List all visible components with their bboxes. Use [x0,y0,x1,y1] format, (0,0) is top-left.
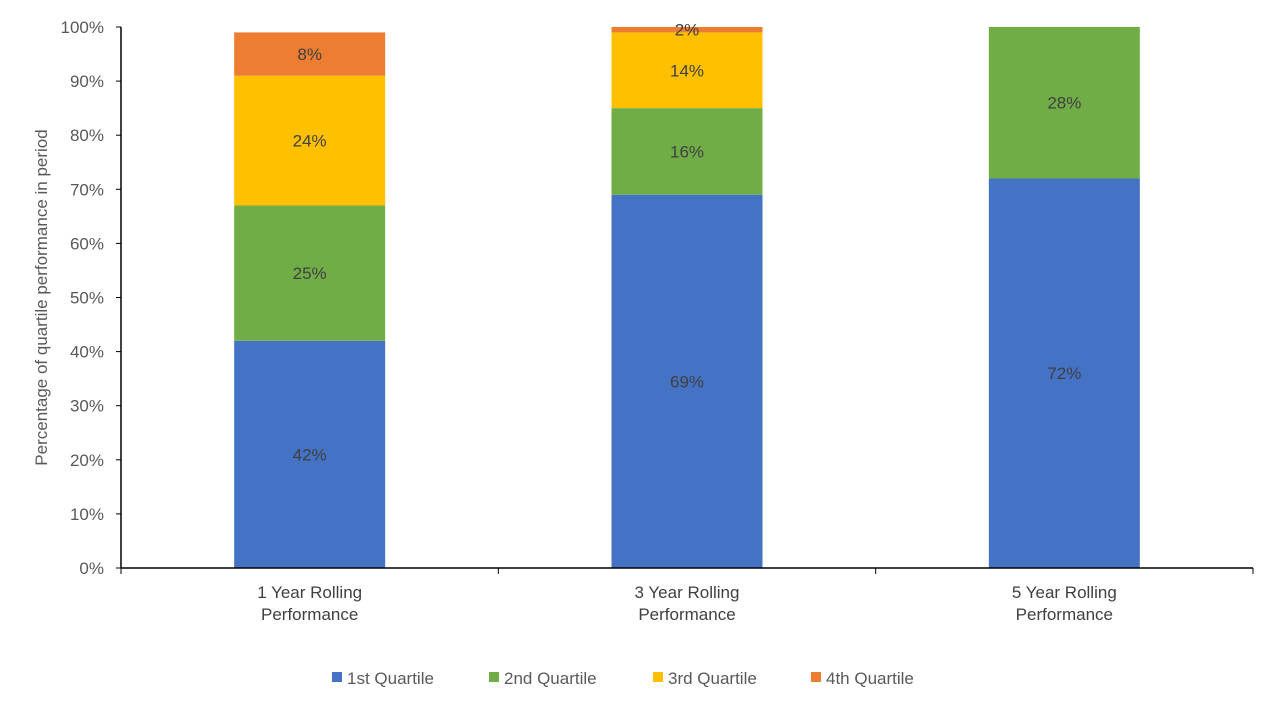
legend-label: 2nd Quartile [504,669,597,688]
bar-segment [988,178,1140,569]
bar-segment [234,205,386,341]
bar-segment [611,27,763,33]
y-tick-label: 10% [70,505,104,524]
bar-segment [611,32,763,109]
data-label: 8% [297,45,322,64]
data-label: 69% [670,372,704,391]
legend-swatch [489,672,499,682]
data-label: 28% [1047,94,1081,113]
y-tick-label: 50% [70,289,104,308]
bar-segment [611,108,763,195]
bar-segment [988,27,1140,179]
data-labels-layer: 42% 25% 24% 8% 69% 16% 14% 2% 72% 28% [293,21,1082,465]
data-label: 25% [293,264,327,283]
bar-segment [234,32,386,76]
legend-label: 1st Quartile [347,669,434,688]
axes-layer: 0% 10% 20% 30% 40% 50% 60% 70% 80% 90% 100% 1 Year … [32,18,1254,624]
bar-segment [611,194,763,568]
data-label: 24% [293,132,327,151]
y-tick-label: 90% [70,72,104,91]
data-label: 14% [670,61,704,80]
y-tick-label: 40% [70,343,104,362]
y-tick-label: 20% [70,451,104,470]
y-tick-label: 70% [70,180,104,199]
bar-segment [234,340,386,568]
y-tick-label: 30% [70,397,104,416]
legend-label: 3rd Quartile [668,669,757,688]
x-tick-label: 3 Year Rolling Performance [635,583,740,624]
data-label: 72% [1047,364,1081,383]
x-tick-label: 5 Year Rolling Performance [1012,583,1117,624]
y-tick-label: 80% [70,126,104,145]
legend-swatch [811,672,821,682]
y-tick-label: 0% [79,559,104,578]
y-tick-label: 60% [70,234,104,253]
legend-swatch [332,672,342,682]
y-axis-title: Percentage of quartile performance in pe… [32,129,51,465]
data-label: 2% [675,21,700,40]
data-label: 16% [670,142,704,161]
data-label: 42% [293,445,327,464]
x-tick-label: 1 Year Rolling Performance [257,583,362,624]
legend-label: 4th Quartile [826,669,914,688]
legend: 1st Quartile 2nd Quartile 3rd Quartile 4th … [332,669,914,688]
bars-layer [234,27,1140,569]
y-tick-label: 100% [61,18,104,37]
legend-swatch [653,672,663,682]
bar-segment [234,75,386,206]
